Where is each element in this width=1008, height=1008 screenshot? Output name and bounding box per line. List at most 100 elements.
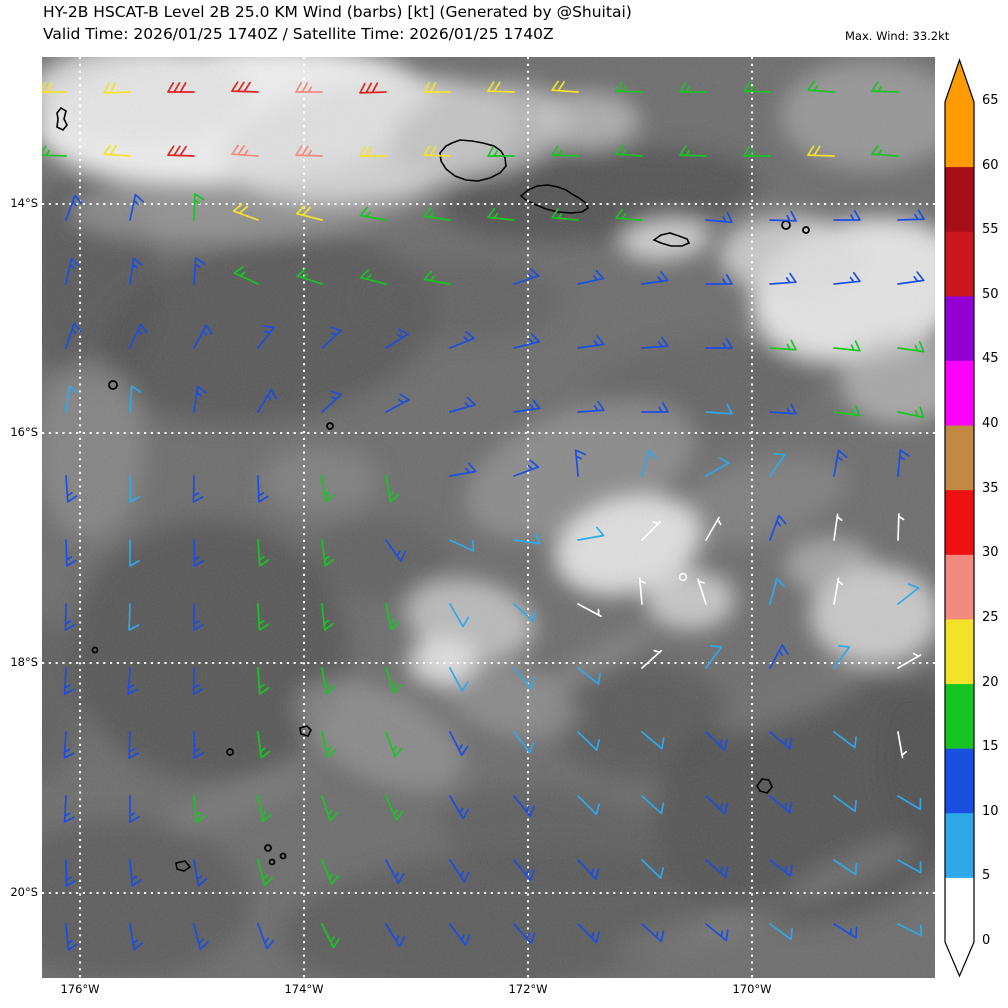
wind-barb xyxy=(449,795,470,820)
wind-barb xyxy=(128,731,140,759)
wind-barb xyxy=(743,81,771,93)
colorbar-label-0: 0 xyxy=(982,933,991,948)
wind-barb xyxy=(449,603,470,628)
wind-barb xyxy=(769,210,797,222)
wind-barb xyxy=(193,603,204,631)
wind-barb xyxy=(577,731,601,751)
wind-barb xyxy=(257,475,269,503)
wind-barb xyxy=(487,146,515,157)
wind-barb xyxy=(129,323,148,349)
wind-barb xyxy=(65,194,83,221)
wind-barb xyxy=(705,338,733,349)
wind-barb xyxy=(257,795,272,823)
wind-barb xyxy=(321,326,343,349)
wind-barb xyxy=(385,328,409,349)
wind-barb xyxy=(321,603,335,631)
wind-barb xyxy=(385,859,405,884)
colorbar-label-10: 10 xyxy=(982,803,999,819)
island-savaii xyxy=(439,139,507,182)
island-islet-south xyxy=(175,860,192,872)
wind-barb xyxy=(257,923,275,950)
wind-barb xyxy=(321,475,335,503)
wind-barb xyxy=(743,146,771,157)
wind-barb xyxy=(641,649,663,669)
figure-title: HY-2B HSCAT-B Level 2B 25.0 KM Wind (bar… xyxy=(43,3,632,21)
island-islet-northwest xyxy=(56,106,68,132)
wind-barb xyxy=(705,795,729,815)
wind-barb xyxy=(193,539,205,567)
wind-barb xyxy=(551,208,579,221)
wind-barb xyxy=(385,603,401,631)
wind-barb xyxy=(577,603,602,618)
wind-barb xyxy=(129,923,144,951)
wind-barb xyxy=(192,475,204,503)
wind-barb xyxy=(193,324,213,349)
wind-barb xyxy=(897,859,922,874)
wind-barb xyxy=(897,271,925,285)
wind-barb xyxy=(65,257,81,285)
wind-barb xyxy=(129,475,141,503)
wind-barb xyxy=(833,731,857,749)
wind-barb xyxy=(129,539,140,567)
wind-barb xyxy=(359,146,387,157)
wind-barb xyxy=(127,667,139,695)
wind-barb xyxy=(833,340,861,352)
wind-barb xyxy=(871,144,899,157)
wind-barb xyxy=(705,859,729,878)
wind-barb xyxy=(769,403,797,415)
wind-barb xyxy=(513,603,537,623)
wind-barb xyxy=(359,82,387,94)
wind-barb xyxy=(193,385,207,413)
wind-barb xyxy=(449,539,475,552)
island-niue xyxy=(756,778,773,794)
wind-barb xyxy=(129,859,142,887)
colorbar-label-65: 65 xyxy=(982,93,999,108)
wind-barb xyxy=(705,274,733,285)
wind-barb xyxy=(487,81,515,93)
wind-barb xyxy=(897,449,910,477)
wind-barb xyxy=(833,645,851,669)
wind-barb xyxy=(385,731,403,758)
colorbar-label-25: 25 xyxy=(982,609,999,625)
wind-barb xyxy=(193,193,205,221)
wind-barb xyxy=(321,923,341,949)
wind-barb xyxy=(233,266,259,285)
wind-barb xyxy=(232,203,259,221)
wind-barb xyxy=(897,513,905,541)
wind-barb xyxy=(705,731,729,751)
wind-barb xyxy=(641,731,665,750)
wind-barb xyxy=(192,667,204,695)
wind-barb xyxy=(513,667,536,689)
wind-barb xyxy=(449,923,471,946)
wind-barb xyxy=(769,644,789,669)
wind-barb xyxy=(513,923,536,945)
wind-barb xyxy=(577,859,600,880)
wind-barb xyxy=(321,795,338,822)
wind-barb xyxy=(897,583,920,605)
wind-barb xyxy=(769,452,786,477)
wind-barb xyxy=(705,923,729,942)
colorbar-label-30: 30 xyxy=(982,545,999,561)
lon-tick-170°W: 170°W xyxy=(732,982,772,996)
figure-subtitle: Valid Time: 2026/01/25 1740Z / Satellite… xyxy=(43,25,554,43)
wind-barb xyxy=(641,271,669,285)
wind-barb xyxy=(193,795,206,823)
wind-barb xyxy=(641,336,669,349)
wind-barb xyxy=(423,82,451,93)
wind-barb xyxy=(833,859,858,876)
wind-barb xyxy=(423,207,451,221)
wind-barb xyxy=(129,385,142,413)
wind-barb xyxy=(897,406,925,419)
wind-barb xyxy=(577,923,600,944)
colorbar-label-60: 60 xyxy=(982,157,999,173)
wind-barb xyxy=(551,145,579,157)
wind-barb xyxy=(641,859,665,879)
wind-barb xyxy=(449,330,475,349)
wind-barb xyxy=(897,795,922,811)
wind-barb xyxy=(577,526,605,541)
wind-barb xyxy=(321,731,337,759)
wind-barb xyxy=(449,859,470,883)
wind-barb xyxy=(513,268,540,285)
wind-barb xyxy=(615,81,643,93)
wind-barb xyxy=(231,144,259,157)
